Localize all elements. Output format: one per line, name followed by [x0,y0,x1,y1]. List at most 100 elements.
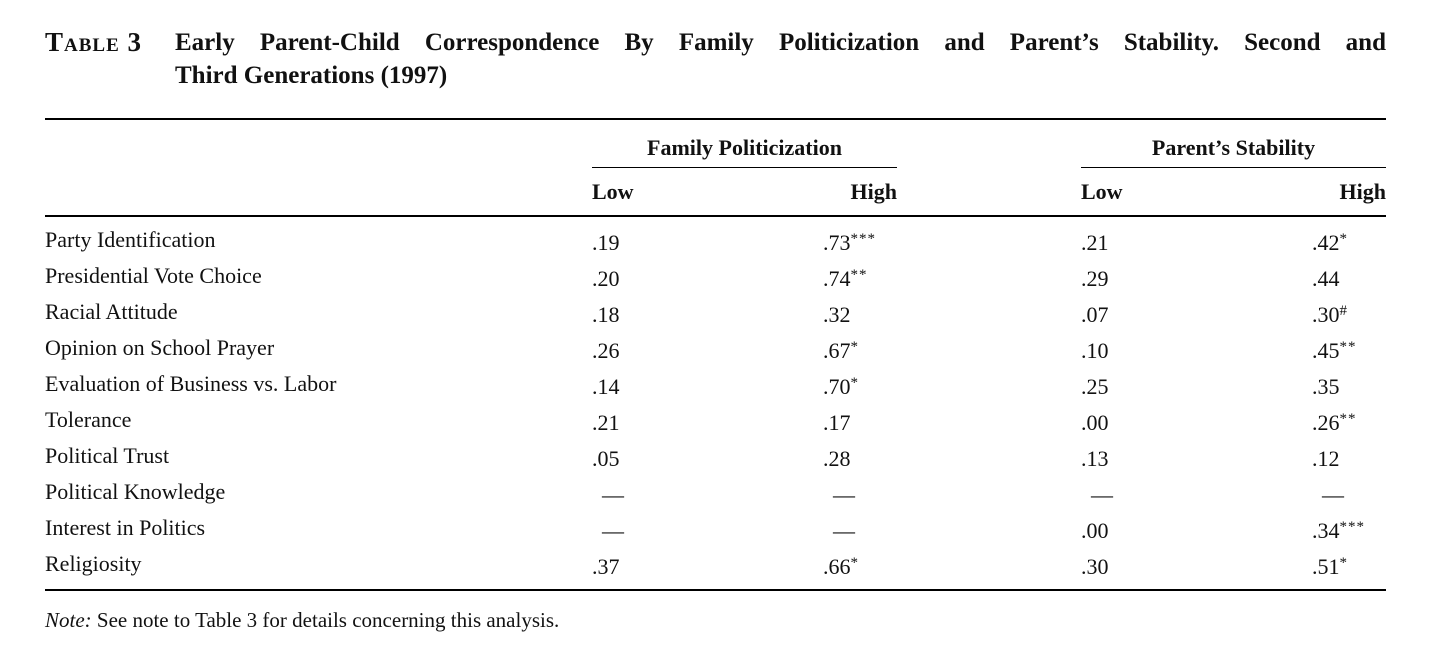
table-row: Political Trust .05 .28 .13 .12 [45,439,1386,475]
value-cell: .00 [1081,511,1312,547]
value-cell: .37 [592,547,823,583]
row-label: Presidential Vote Choice [45,263,262,288]
table-number-label: Table 3 [45,27,142,57]
value-cell: — [592,511,823,547]
cell-value: .67 [823,338,851,363]
cell-value: .19 [592,230,620,255]
group-header-parents-stability: Parent’s Stability [1081,134,1386,168]
cell-value: — [602,518,624,543]
cell-value: .35 [1312,374,1340,399]
cell-value: .34 [1312,518,1340,543]
value-cell: .26** [1312,403,1386,439]
value-cell: — [823,475,1081,511]
table-row: Religiosity .37 .66* .30 .51* [45,547,1386,583]
value-cell: .19 [592,223,823,259]
cell-value: .00 [1081,410,1109,435]
cell-significance-marker: * [850,375,859,391]
value-cell: .10 [1081,331,1312,367]
row-label: Opinion on School Prayer [45,335,275,360]
value-cell: .29 [1081,259,1312,295]
cell-value: .30 [1081,554,1109,579]
cell-value: .21 [592,410,620,435]
row-label: Tolerance [45,407,132,432]
table-row: Interest in Politics — — .00 .34*** [45,511,1386,547]
row-label: Political Knowledge [45,479,226,504]
row-label: Evaluation of Business vs. Labor [45,371,337,396]
value-cell: .25 [1081,367,1312,403]
cell-value: .20 [592,266,620,291]
subheader-gap [897,178,1081,205]
value-cell: .17 [823,403,1081,439]
cell-value: .13 [1081,446,1109,471]
value-cell: .70* [823,367,1081,403]
table-row: Tolerance .21 .17 .00 .26** [45,403,1386,439]
value-cell: .14 [592,367,823,403]
cell-significance-marker: * [1339,231,1348,247]
cell-value: .30 [1312,302,1340,327]
cell-significance-marker: * [1339,555,1348,571]
cell-value: .17 [823,410,851,435]
cell-value: .74 [823,266,851,291]
cell-value: .32 [823,302,851,327]
subheaders-parents-stability: Low High [1081,178,1386,205]
cell-value: — [602,482,624,507]
value-cell: .66* [823,547,1081,583]
statistics-table: Family Politicization Parent’s Stability… [45,118,1386,591]
value-cell: .51* [1312,547,1386,583]
cell-significance-marker: *** [1339,519,1365,535]
value-cell: .42* [1312,223,1386,259]
cell-value: .18 [592,302,620,327]
cell-value: .29 [1081,266,1109,291]
value-cell: .34*** [1312,511,1386,547]
value-cell: .30 [1081,547,1312,583]
col-header-fp-high: High [850,179,897,204]
row-label: Racial Attitude [45,299,178,324]
cell-value: .70 [823,374,851,399]
table-row: Presidential Vote Choice .20 .74** .29 .… [45,259,1386,295]
group-header-family-politicization: Family Politicization [592,134,897,168]
cell-significance-marker: ** [850,267,868,283]
table-caption: Early Parent-Child Correspondence By Fam… [175,26,1386,92]
cell-value: .07 [1081,302,1109,327]
cell-value: — [833,518,855,543]
table-body: Party Identification .19 .73*** .21 .42*… [45,217,1386,591]
cell-value: .12 [1312,446,1340,471]
column-subheader-row: Low High Low High [592,178,1386,205]
cell-value: .51 [1312,554,1340,579]
cell-value: — [1091,482,1113,507]
row-label: Interest in Politics [45,515,206,540]
cell-value: .05 [592,446,620,471]
cell-value: .00 [1081,518,1109,543]
col-header-ps-high: High [1339,179,1386,204]
value-cell: .44 [1312,259,1386,295]
value-cell: — [823,511,1081,547]
group-header-gap [897,134,1081,168]
value-cell: .18 [592,295,823,331]
value-cell: .07 [1081,295,1312,331]
value-cell: .20 [592,259,823,295]
cell-value: .26 [1312,410,1340,435]
caption-line-1: Early Parent-Child Correspondence By Fam… [175,29,1386,56]
caption-line-2: Third Generations (1997) [175,62,448,89]
value-cell: .21 [592,403,823,439]
table-row: Party Identification .19 .73*** .21 .42* [45,223,1386,259]
cell-value: .44 [1312,266,1340,291]
value-cell: .13 [1081,439,1312,475]
cell-value: .26 [592,338,620,363]
cell-value: — [1322,482,1344,507]
cell-value: .28 [823,446,851,471]
value-cell: .26 [592,331,823,367]
cell-value: .73 [823,230,851,255]
cell-value: — [833,482,855,507]
value-cell: .32 [823,295,1081,331]
cell-value: .21 [1081,230,1109,255]
cell-value: .45 [1312,338,1340,363]
table-row: Opinion on School Prayer .26 .67* .10 .4… [45,331,1386,367]
cell-value: .10 [1081,338,1109,363]
value-cell: .05 [592,439,823,475]
value-cell: .28 [823,439,1081,475]
cell-significance-marker: *** [850,231,876,247]
col-header-ps-low: Low [1081,179,1123,204]
value-cell: .00 [1081,403,1312,439]
